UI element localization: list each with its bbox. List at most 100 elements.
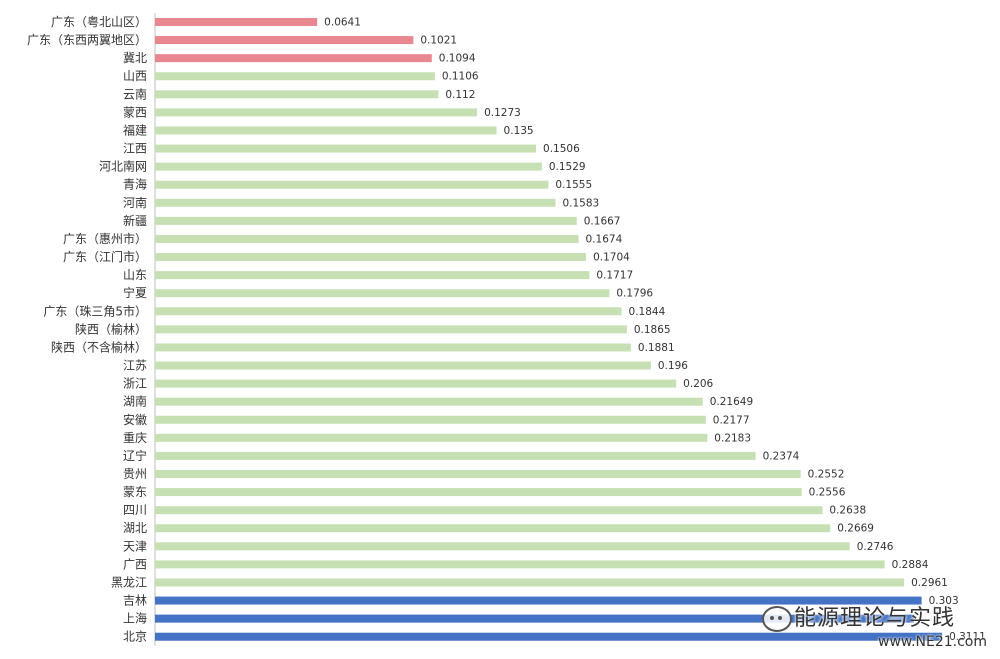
value-label: 0.1674 — [586, 233, 623, 245]
bar — [155, 18, 318, 26]
bar — [155, 524, 831, 533]
value-label: 0.1865 — [634, 324, 671, 336]
value-label: 0.1844 — [629, 306, 666, 318]
value-label: 0.112 — [445, 89, 475, 101]
bar — [155, 180, 549, 189]
category-label: 湖北 — [123, 520, 147, 535]
bar — [155, 488, 802, 497]
bar — [155, 397, 703, 406]
bar — [155, 289, 610, 298]
value-label: 0.1106 — [442, 71, 479, 83]
value-label: 0.21649 — [710, 396, 753, 408]
bar — [155, 578, 905, 587]
bar — [155, 144, 537, 153]
value-label: 0.1717 — [596, 270, 633, 282]
value-label: 0.1555 — [555, 179, 592, 191]
bars-group — [155, 18, 943, 641]
bar — [155, 614, 914, 623]
bar — [155, 36, 414, 45]
bar — [155, 361, 651, 370]
bar — [155, 54, 432, 63]
category-label: 山西 — [123, 69, 147, 83]
category-label: 北京 — [123, 630, 147, 644]
bar — [155, 307, 622, 316]
bar — [155, 542, 850, 551]
category-label: 重庆 — [123, 431, 147, 445]
category-label: 江西 — [123, 142, 147, 156]
bar — [155, 126, 497, 135]
category-label: 安徽 — [123, 412, 147, 427]
category-label: 辽宁 — [123, 448, 147, 463]
category-labels-group: 广东（粤北山区） 广东（东西两翼地区） 冀北山西云南蒙西福建江西河北南网青海河南新疆… — [27, 14, 147, 644]
category-label: 山东 — [123, 268, 147, 282]
category-label: 蒙西 — [123, 105, 147, 119]
category-label: 陕西（榆林） — [75, 321, 147, 336]
value-label: 0.1506 — [543, 143, 580, 155]
bar — [155, 108, 478, 117]
bar — [155, 253, 587, 262]
value-label: 0.2552 — [808, 469, 845, 481]
bar — [155, 216, 577, 225]
value-label: 0.2884 — [892, 559, 929, 571]
bar — [155, 72, 435, 81]
value-label: 0.1704 — [593, 252, 630, 264]
bar — [155, 343, 631, 352]
category-label: 湖南 — [123, 394, 147, 409]
value-label: 0.1021 — [420, 35, 457, 47]
value-label: 0.1583 — [562, 197, 599, 209]
bar — [155, 506, 823, 515]
bar — [155, 198, 556, 207]
value-label: 0.2177 — [713, 414, 750, 426]
value-label: 0.135 — [504, 125, 534, 137]
category-label: 吉林 — [123, 594, 147, 608]
category-label: 贵州 — [123, 467, 147, 481]
category-label: 广东（粤北山区） — [51, 14, 147, 29]
value-label: 0.1667 — [584, 215, 621, 227]
bar — [155, 271, 590, 280]
value-label: 0.1094 — [439, 53, 476, 65]
value-label: 0.1881 — [638, 342, 675, 354]
value-label: 0.0641 — [324, 17, 361, 29]
category-label: 河南 — [123, 195, 147, 210]
category-label: 广西 — [123, 557, 147, 571]
category-label: 四川 — [123, 503, 147, 517]
category-label: 新疆 — [123, 213, 147, 228]
value-label: 0.2746 — [857, 541, 894, 553]
category-label: 广东（惠州市） — [63, 231, 147, 246]
value-label: 0.2669 — [837, 523, 874, 535]
bar — [155, 90, 439, 99]
value-label: 0.3111 — [949, 631, 986, 643]
category-label: 陕西（不含榆林） — [51, 339, 147, 354]
bar — [155, 162, 542, 171]
value-label: 0.2638 — [829, 505, 866, 517]
value-label: 0.1529 — [549, 161, 586, 173]
bar — [155, 632, 943, 641]
value-label: 0.2374 — [763, 450, 800, 462]
bar — [155, 433, 708, 442]
bar — [155, 596, 922, 605]
category-label: 广东（江门市） — [63, 249, 147, 264]
value-label: 0.2183 — [714, 432, 751, 444]
category-label: 天津 — [123, 539, 147, 553]
category-label: 广东（珠三角5市） — [43, 303, 147, 318]
value-label: 0.2961 — [911, 577, 948, 589]
category-label: 黑龙江 — [111, 575, 147, 589]
value-label: 0.303 — [929, 595, 959, 607]
bar — [155, 470, 801, 478]
value-label: 0.206 — [683, 378, 713, 390]
category-label: 河北南网 — [99, 159, 147, 174]
value-label: 0.196 — [658, 360, 688, 372]
category-label: 上海 — [123, 611, 147, 626]
category-label: 浙江 — [123, 377, 147, 391]
category-label: 广东（东西两翼地区） — [27, 33, 147, 47]
category-label: 青海 — [123, 177, 147, 192]
category-label: 云南 — [123, 86, 147, 101]
bar — [155, 560, 885, 569]
value-label: 0.2556 — [809, 487, 846, 499]
category-label: 福建 — [123, 122, 147, 137]
value-label: 0.1796 — [616, 288, 653, 300]
bar — [155, 325, 627, 334]
value-labels-group: 0.0641 0.1021 0.1094 0.1106 0.112 0.1273 0.135… — [324, 17, 986, 644]
bar — [155, 415, 706, 424]
